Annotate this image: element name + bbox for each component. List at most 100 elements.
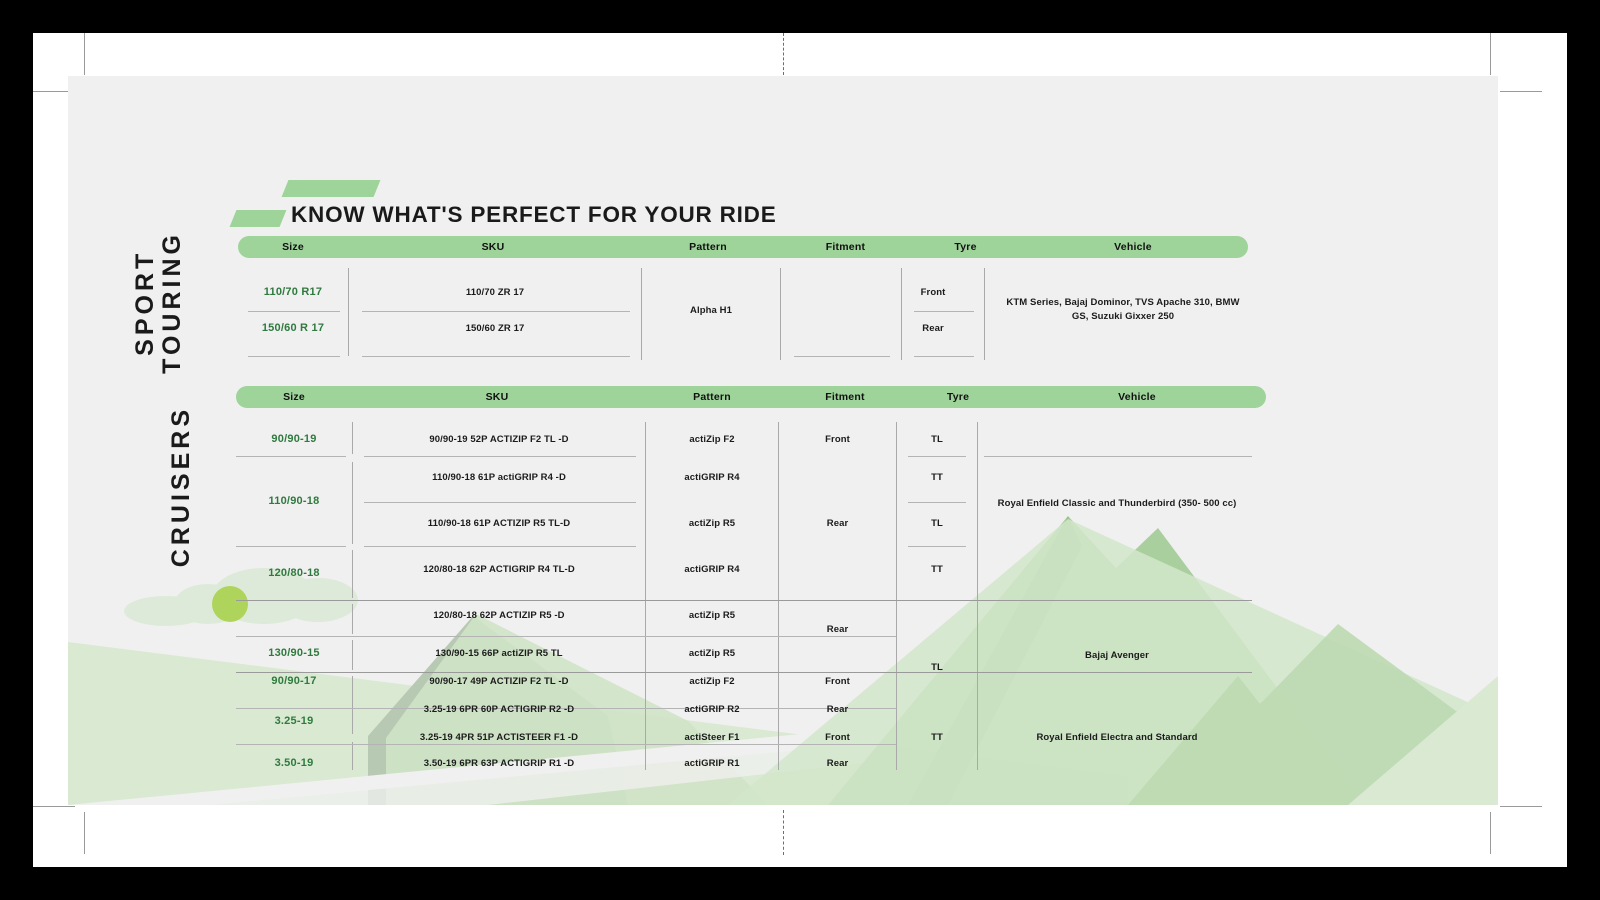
crop-mark-tr-h [1500, 91, 1542, 92]
cell-fitment: Front [920, 287, 946, 299]
cell-fitment: Front [825, 434, 850, 446]
row-rule-tyre-b [908, 502, 966, 503]
row-rule-size-1 [248, 311, 340, 312]
crop-mark-tl-v [84, 33, 85, 75]
row-rule-b [236, 546, 346, 547]
col-header-tyre: Tyre [954, 241, 977, 253]
section-label-sport-touring: SPORT TOURING [131, 231, 186, 374]
crop-mark-bl-h [33, 806, 75, 807]
cell-fitment: Rear [826, 704, 849, 716]
crop-mark-br-v [1490, 812, 1491, 854]
col-header-fitment: Fitment [825, 391, 865, 403]
col-header-pattern: Pattern [693, 391, 731, 403]
row-rule-sku-a [364, 456, 636, 457]
cell-fitment: Rear [826, 758, 849, 770]
cell-tyre: TT [931, 732, 943, 744]
cell-pattern: actiSteer F1 [684, 732, 740, 744]
cell-tyre [902, 298, 984, 324]
cell-sku: 110/90-18 61P actiGRIP R4 -D [432, 472, 566, 484]
col-sep-size-sku-b [352, 462, 353, 544]
cruisers-table: Size SKU Pattern Fitment Tyre Vehicle [236, 386, 1266, 770]
cell-sku: 150/60 ZR 17 [465, 323, 525, 335]
row-rule-vehicle-a [984, 456, 1252, 457]
cell-tyre: TL [931, 518, 943, 530]
cell-vehicle: Royal Enfield Classic and Thunderbird (3… [997, 498, 1237, 510]
cell-sku: 110/70 ZR 17 [465, 287, 525, 299]
col-sep-tyre-vehicle [984, 268, 985, 360]
cell-pattern: actiZip R5 [688, 648, 736, 660]
cell-sku: 90/90-17 49P ACTIZIP F2 TL -D [429, 676, 569, 688]
cell-size: 3.50-19 [274, 757, 314, 770]
cell-tyre: TL [931, 662, 943, 674]
col-sep-sku-pattern [645, 422, 646, 770]
table-header-row-2: Size SKU Pattern Fitment Tyre Vehicle [236, 386, 1266, 408]
col-sep-pattern-fit [778, 422, 779, 770]
col-header-size: Size [283, 391, 305, 403]
cell-fitment: Rear [826, 518, 849, 530]
title-accent-bar-bottom [229, 210, 287, 227]
page-title: KNOW WHAT'S PERFECT FOR YOUR RIDE [291, 202, 777, 227]
cell-pattern: actiGRIP R4 [684, 564, 740, 576]
col-header-vehicle: Vehicle [1118, 391, 1156, 403]
cell-size: 90/90-19 [271, 433, 317, 446]
row-rule-pattern-1 [794, 356, 890, 357]
hill-far-right [1348, 676, 1498, 805]
row-rule-sku-1 [362, 311, 630, 312]
row-rule-tyre-c [908, 546, 966, 547]
row-rule-mid-3 [236, 744, 896, 745]
table-body-2: 90/90-19 110/90-18 120/80-18 130/90-15 9… [236, 414, 1266, 770]
row-rule-sku-c [364, 546, 636, 547]
cell-tyre: TT [931, 564, 943, 576]
col-sep-size-sku [348, 268, 349, 356]
crop-mark-br-h [1500, 806, 1542, 807]
cell-vehicle: KTM Series, Bajaj Dominor, TVS Apache 31… [1006, 297, 1240, 322]
crop-mark-bl-v [84, 812, 85, 854]
row-rule-fitment-1 [914, 311, 974, 312]
cell-pattern: actiZip R5 [688, 610, 736, 622]
cell-pattern: actiGRIP R2 [684, 704, 740, 716]
col-sep-fit-tyre [896, 422, 897, 770]
col-sep-tyre-vehicle [977, 422, 978, 770]
title-accent-bar-top [281, 180, 381, 197]
col-sep-size-sku-g [352, 742, 353, 770]
crop-mark-tr-v [1490, 33, 1491, 75]
cell-tyre: TL [931, 434, 943, 446]
row-rule-a [236, 456, 346, 457]
cell-fitment: Front [825, 676, 850, 688]
cell-fitment: Rear [826, 624, 849, 636]
sport-touring-table: Size SKU Pattern Fitment Tyre Vehicle [238, 236, 1248, 361]
artboard: KNOW WHAT'S PERFECT FOR YOUR RIDE SPORT … [68, 76, 1498, 805]
col-header-sku: SKU [481, 241, 505, 253]
row-rule-mid-2 [236, 708, 896, 709]
cell-pattern: actiZip F2 [689, 676, 735, 688]
cell-pattern: actiZip F2 [689, 434, 735, 446]
cell-sku: 130/90-15 66P actiZIP R5 TL [435, 648, 563, 660]
row-rule-full-2 [236, 672, 1252, 673]
row-rule-tyre-a [908, 456, 966, 457]
accent-circle [212, 586, 248, 622]
cell-pattern: actiZip R5 [688, 518, 736, 530]
cell-sku: 3.50-19 6PR 63P ACTIGRIP R1 -D [423, 758, 575, 770]
col-header-sku: SKU [485, 391, 509, 403]
cell-sku: 120/80-18 62P ACTIZIP R5 -D [433, 610, 565, 622]
cell-pattern: actiGRIP R1 [684, 758, 740, 770]
row-rule-sku-b [364, 502, 636, 503]
col-sep-size-sku-a [352, 422, 353, 454]
row-rule-full-1 [236, 600, 1252, 601]
cell-size: 110/90-18 [268, 495, 320, 508]
col-sep-sku-pattern [641, 268, 642, 360]
fold-line-bottom [783, 810, 784, 855]
cell-size: 110/70 R17 [263, 286, 323, 299]
col-sep-size-sku-d [352, 604, 353, 634]
cell-sku: 90/90-19 52P ACTIZIP F2 TL -D [429, 434, 569, 446]
cell-sku: 110/90-18 61P ACTIZIP R5 TL-D [427, 518, 571, 530]
row-rule-fitment-2 [914, 356, 974, 357]
cell-vehicle: Bajaj Avenger [1085, 650, 1149, 662]
cell-fitment: Rear [922, 323, 944, 335]
row-rule-sku-2 [362, 356, 630, 357]
table-header-row-1: Size SKU Pattern Fitment Tyre Vehicle [238, 236, 1248, 258]
cell-size: 130/90-15 [268, 647, 320, 660]
cell-size: 3.25-19 [274, 715, 314, 728]
col-header-vehicle: Vehicle [1114, 241, 1152, 253]
